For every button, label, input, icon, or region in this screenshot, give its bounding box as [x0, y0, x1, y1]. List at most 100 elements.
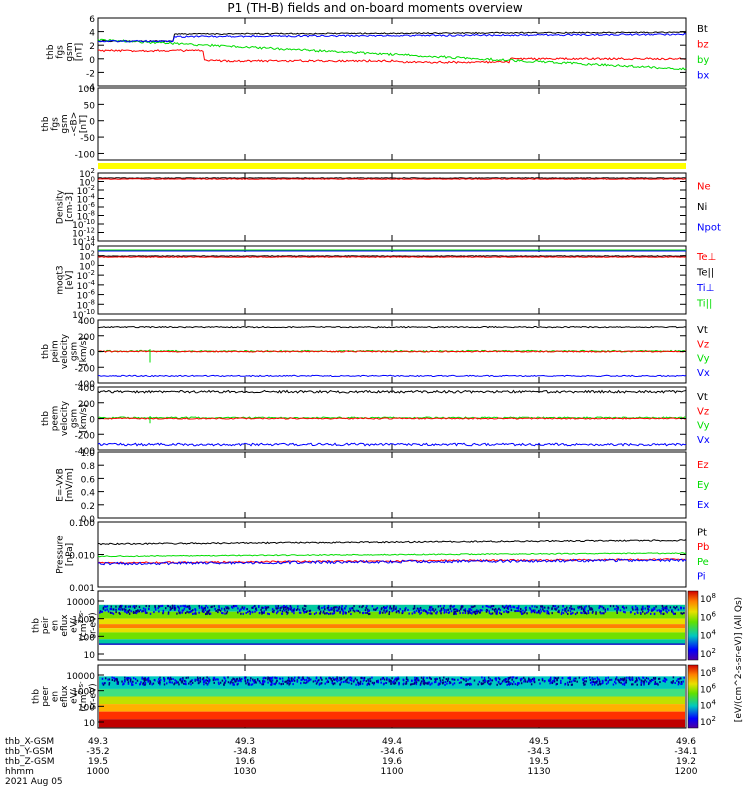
- peer-speckle: [607, 680, 610, 683]
- peir-speckle: [178, 611, 181, 614]
- peir-speckle: [469, 607, 471, 610]
- peer-speckle: [247, 678, 249, 681]
- peem-ylabel-line: gsm: [70, 409, 80, 428]
- peir-speckle: [128, 612, 131, 615]
- peir-speckle: [591, 611, 594, 614]
- efield-legend-Ez: Ez: [697, 460, 709, 471]
- peir-speckle: [195, 612, 197, 615]
- peer-speckle: [653, 683, 656, 686]
- peir-speckle: [254, 610, 256, 613]
- peir-speckle: [447, 608, 449, 611]
- peem-ylabel-line: [km/s]: [79, 404, 89, 433]
- pressure-legend-Pi: Pi: [697, 572, 706, 583]
- peir-speckle: [106, 605, 109, 608]
- peir-speckle: [182, 609, 185, 612]
- peer-speckle: [394, 678, 396, 681]
- peir-speckle: [254, 604, 256, 607]
- peir-speckle: [553, 605, 555, 608]
- peir-speckle: [646, 611, 648, 614]
- peer-speckle: [238, 679, 241, 682]
- peer-speckle: [377, 681, 380, 684]
- peir-speckle: [519, 610, 522, 613]
- peir-speckle: [383, 609, 385, 612]
- fgs-ytick-label: 6: [89, 15, 95, 25]
- peir-speckle: [585, 605, 587, 608]
- peir-speckle: [184, 604, 186, 607]
- peer-speckle: [152, 682, 155, 685]
- peer-speckle: [115, 678, 117, 681]
- peir-speckle: [522, 609, 524, 612]
- peir-speckle: [439, 605, 442, 608]
- peir-speckle: [516, 610, 518, 613]
- peer-speckle: [635, 677, 638, 680]
- fgs-dsl-ylabel-line: fgs: [51, 117, 61, 131]
- peim-ytick-label: 0: [89, 349, 95, 359]
- peir-speckle: [133, 605, 136, 608]
- peir-speckle: [574, 613, 577, 616]
- peir-speckle: [543, 606, 546, 609]
- peir-speckle: [485, 610, 488, 613]
- peer-speckle: [643, 683, 645, 686]
- peer-ytick-label: 10000: [66, 672, 95, 682]
- peir-speckle: [506, 606, 508, 609]
- peer-speckle: [141, 677, 143, 680]
- peir-speckle: [598, 605, 601, 608]
- peer-speckle: [131, 682, 133, 685]
- peer-speckle: [631, 678, 633, 681]
- peir-speckle: [367, 610, 369, 613]
- peer-speckle: [520, 679, 522, 682]
- peir-speckle: [333, 611, 336, 614]
- peer-speckle: [569, 678, 571, 681]
- peer-speckle: [346, 677, 349, 680]
- peir-speckle: [528, 606, 531, 609]
- peir-speckle: [430, 612, 432, 615]
- peer-speckle: [445, 678, 448, 681]
- peir-speckle: [263, 611, 265, 614]
- peir-speckle: [276, 607, 279, 610]
- peer-speckle: [177, 681, 179, 684]
- peir-speckle: [662, 608, 665, 611]
- peer-speckle: [564, 683, 566, 686]
- peir-speckle: [162, 611, 165, 614]
- peer-speckle: [434, 679, 437, 682]
- peer-speckle: [302, 676, 304, 679]
- peir-speckle: [231, 606, 234, 609]
- peer-speckle: [344, 679, 347, 682]
- fgs-dsl-ylabel: thb fgs gsm -<B> [nT]: [41, 112, 89, 137]
- peer-speckle: [159, 681, 161, 684]
- peer-speckle: [672, 680, 674, 683]
- peir-speckle: [305, 605, 307, 608]
- peim-legend-Vz: Vz: [697, 339, 709, 350]
- peir-speckle: [413, 607, 416, 610]
- peer-speckle: [497, 680, 500, 683]
- peer-speckle: [490, 682, 492, 685]
- peir-speckle: [551, 612, 553, 615]
- peir-speckle: [562, 605, 564, 608]
- peer-speckle: [452, 683, 454, 686]
- peir-speckle: [420, 608, 422, 611]
- peer-speckle: [523, 680, 525, 683]
- peir-speckle: [411, 612, 414, 615]
- fgs-frame: [97, 17, 687, 87]
- peir-speckle: [416, 607, 419, 610]
- peer-speckle: [327, 681, 330, 684]
- peer-speckle: [205, 682, 207, 685]
- peer-speckle: [504, 680, 507, 683]
- peer-speckle: [615, 676, 618, 679]
- peir-speckle: [551, 607, 553, 610]
- fgs-ylabel-line: thb: [46, 44, 56, 59]
- peer-speckle: [442, 679, 444, 682]
- peir-speckle: [570, 607, 573, 610]
- density-legend-Npot: Npot: [697, 223, 721, 234]
- peir-speckle: [368, 609, 370, 612]
- peir-speckle: [573, 608, 576, 611]
- peir-speckle: [335, 609, 338, 612]
- peer-speckle: [430, 678, 432, 681]
- peer-speckle: [527, 679, 529, 682]
- peim-ylabel-line: peim: [51, 340, 61, 363]
- peer-ytick-label: 1000: [72, 688, 95, 698]
- peer-speckle: [625, 681, 627, 684]
- peer-speckle: [518, 682, 520, 685]
- peir-speckle: [319, 610, 322, 613]
- peer-speckle: [304, 682, 307, 685]
